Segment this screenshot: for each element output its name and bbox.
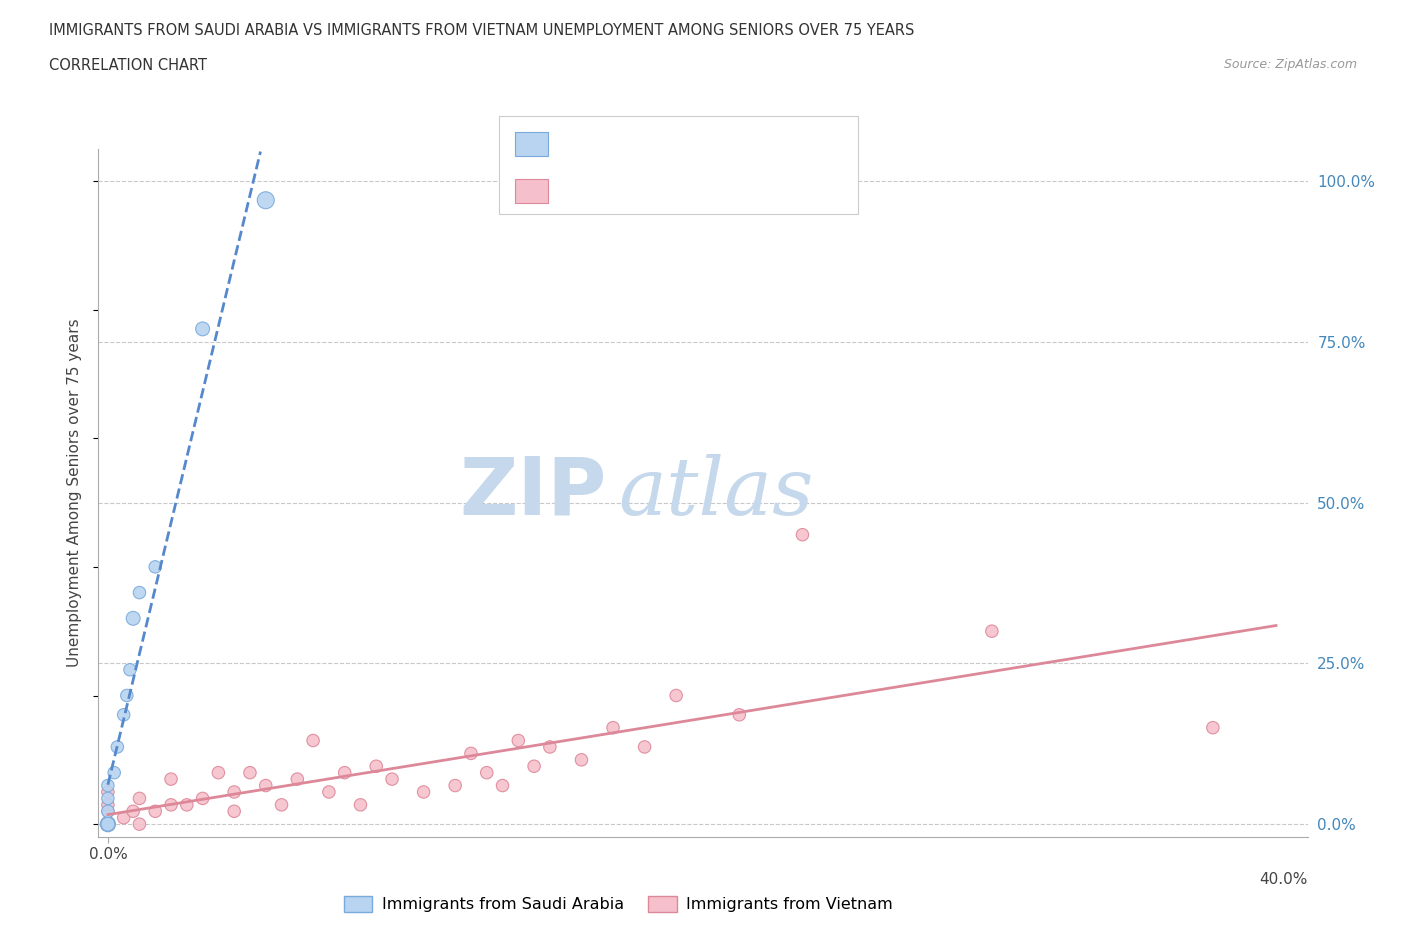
Text: Source: ZipAtlas.com: Source: ZipAtlas.com xyxy=(1223,58,1357,71)
Point xyxy=(97,817,120,831)
Text: N = 16: N = 16 xyxy=(681,137,741,152)
Point xyxy=(318,785,340,800)
Point xyxy=(97,817,120,831)
Point xyxy=(254,193,277,207)
Point xyxy=(97,817,120,831)
Legend: Immigrants from Saudi Arabia, Immigrants from Vietnam: Immigrants from Saudi Arabia, Immigrants… xyxy=(337,889,900,919)
Point xyxy=(128,817,150,831)
Point xyxy=(728,708,751,723)
Point xyxy=(254,778,277,793)
Point xyxy=(270,797,292,812)
Point xyxy=(97,817,120,831)
Point xyxy=(128,585,150,600)
Point xyxy=(97,817,120,831)
Point xyxy=(118,662,141,677)
Text: R = 0.410: R = 0.410 xyxy=(558,137,638,152)
Y-axis label: Unemployment Among Seniors over 75 years: Unemployment Among Seniors over 75 years xyxy=(67,319,83,667)
Point xyxy=(508,733,530,748)
Point xyxy=(191,791,214,806)
Point xyxy=(1202,720,1225,735)
Point xyxy=(349,797,371,812)
Point xyxy=(97,804,120,818)
Point xyxy=(460,746,482,761)
Point xyxy=(128,791,150,806)
Text: 40.0%: 40.0% xyxy=(1260,872,1308,887)
Point xyxy=(97,791,120,806)
Point xyxy=(97,817,120,831)
Point xyxy=(239,765,262,780)
Text: N = 45: N = 45 xyxy=(681,183,741,198)
Point xyxy=(412,785,434,800)
Point xyxy=(602,720,624,735)
Point xyxy=(112,708,135,723)
Point xyxy=(285,772,308,787)
Point xyxy=(665,688,688,703)
Point xyxy=(160,772,183,787)
Point xyxy=(176,797,198,812)
Point xyxy=(381,772,404,787)
Text: IMMIGRANTS FROM SAUDI ARABIA VS IMMIGRANTS FROM VIETNAM UNEMPLOYMENT AMONG SENIO: IMMIGRANTS FROM SAUDI ARABIA VS IMMIGRAN… xyxy=(49,23,914,38)
Point xyxy=(112,810,135,825)
Point xyxy=(103,765,125,780)
Point xyxy=(115,688,138,703)
Point xyxy=(302,733,325,748)
Point xyxy=(122,804,145,818)
Point xyxy=(191,322,214,337)
Text: CORRELATION CHART: CORRELATION CHART xyxy=(49,58,207,73)
Point xyxy=(207,765,229,780)
Point xyxy=(224,804,246,818)
Point xyxy=(571,752,593,767)
Text: atlas: atlas xyxy=(619,454,814,532)
Point xyxy=(97,785,120,800)
Point xyxy=(980,624,1002,639)
Point xyxy=(122,611,145,626)
Point xyxy=(97,817,120,831)
Text: ZIP: ZIP xyxy=(458,454,606,532)
Point xyxy=(105,739,128,754)
Point xyxy=(143,804,166,818)
Point xyxy=(97,778,120,793)
Point xyxy=(333,765,356,780)
Point xyxy=(538,739,561,754)
Point xyxy=(160,797,183,812)
Point xyxy=(224,785,246,800)
Point xyxy=(97,804,120,818)
Point xyxy=(143,560,166,575)
Point xyxy=(97,797,120,812)
Point xyxy=(633,739,655,754)
Point xyxy=(366,759,388,774)
Point xyxy=(491,778,513,793)
Point xyxy=(792,527,814,542)
Point xyxy=(444,778,467,793)
Point xyxy=(475,765,498,780)
Point xyxy=(523,759,546,774)
Text: R = 0.144: R = 0.144 xyxy=(558,183,638,198)
